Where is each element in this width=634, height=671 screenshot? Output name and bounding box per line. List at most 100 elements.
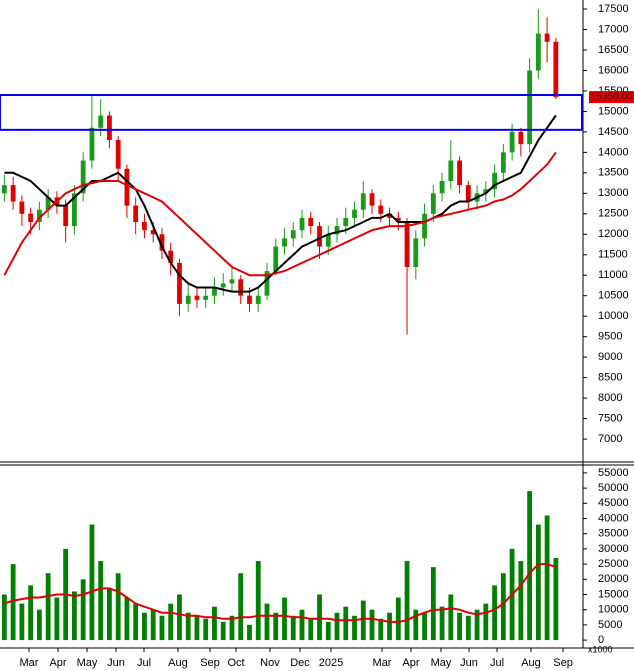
candle-body xyxy=(492,172,497,190)
candle-body xyxy=(395,217,401,222)
candle-body xyxy=(107,115,112,141)
volume-bar xyxy=(45,573,51,641)
candle-body xyxy=(45,197,51,210)
candle-body xyxy=(264,271,270,296)
candle-body xyxy=(352,209,357,218)
candle-body xyxy=(317,226,322,247)
y-tick-label: 35000 xyxy=(598,528,629,540)
y-tick-label: 15000 xyxy=(598,588,629,600)
last-price-badge xyxy=(589,91,634,104)
candle-body xyxy=(544,33,550,42)
y-tick-label: 13000 xyxy=(598,187,629,199)
candle-body xyxy=(133,205,139,222)
candle-body xyxy=(229,279,235,284)
volume-bar xyxy=(544,515,550,641)
y-tick-label: 7500 xyxy=(598,412,622,424)
volume-bar xyxy=(36,609,42,641)
candle-body xyxy=(378,205,384,214)
volume-bar xyxy=(28,585,34,641)
volume-bar xyxy=(369,609,375,641)
candle-body xyxy=(185,295,191,304)
volume-bar xyxy=(238,573,244,641)
candle-body xyxy=(28,213,34,222)
volume-bar xyxy=(500,573,506,641)
volume-bar xyxy=(352,615,357,641)
volume-bar xyxy=(54,597,60,641)
volume-bar xyxy=(19,603,25,641)
candle-body xyxy=(150,230,156,235)
candle-body xyxy=(238,279,244,296)
volume-bar xyxy=(282,597,287,641)
volume-bar xyxy=(203,618,209,641)
candle-body xyxy=(527,70,533,145)
y-tick-label: 0 xyxy=(598,634,604,646)
volume-bar xyxy=(448,594,454,641)
y-tick-label: 30000 xyxy=(598,543,629,555)
candle-body xyxy=(369,193,375,206)
volume-bar xyxy=(273,612,279,641)
candle-body xyxy=(1,185,7,194)
volume-bar xyxy=(535,524,541,641)
candle-body xyxy=(124,168,130,206)
moving-average-line xyxy=(3,151,557,277)
volume-bar xyxy=(247,624,252,641)
x-tick-label: Jul xyxy=(490,657,504,669)
volume-bar xyxy=(334,612,340,641)
x-tick-label: Dec xyxy=(290,657,310,669)
y-tick-label: 8000 xyxy=(598,392,622,404)
y-tick-label: 7000 xyxy=(598,433,622,445)
candle-body xyxy=(299,217,305,231)
y-tick-label: 12500 xyxy=(598,208,629,220)
candle-body xyxy=(89,127,95,161)
volume-bar xyxy=(220,621,226,641)
candle-body xyxy=(553,41,559,98)
volume-bar xyxy=(404,561,410,641)
candle-body xyxy=(509,131,515,153)
volume-bar xyxy=(553,558,559,641)
y-tick-label: 55000 xyxy=(598,467,629,479)
volume-bar xyxy=(80,579,86,641)
volume-bar xyxy=(465,615,471,641)
y-tick-label: 12000 xyxy=(598,228,629,240)
volume-bar xyxy=(177,594,182,641)
candle-body xyxy=(282,238,287,247)
volume-bar xyxy=(360,600,366,641)
candle-body xyxy=(500,152,506,173)
candle-body xyxy=(168,250,174,263)
volume-bar xyxy=(115,573,121,641)
x-tick-label: May xyxy=(77,657,98,669)
volume-bar xyxy=(168,603,174,641)
volume-bar xyxy=(194,615,200,641)
resistance-zone xyxy=(0,94,583,131)
y-tick-label: 11500 xyxy=(598,249,628,261)
candle-body xyxy=(63,205,69,227)
candle-body xyxy=(142,221,147,231)
y-tick-label: 11000 xyxy=(598,269,628,281)
y-tick-label: 16500 xyxy=(598,44,629,56)
candle-body xyxy=(212,287,217,296)
candle-body xyxy=(19,201,25,214)
volume-bar xyxy=(395,597,401,641)
volume-bar xyxy=(185,612,191,641)
candle-body xyxy=(194,295,200,300)
y-tick-label: 17000 xyxy=(598,23,629,35)
y-tick-label: 17500 xyxy=(598,3,629,15)
volume-bar xyxy=(325,621,331,641)
x-tick-label: Aug xyxy=(168,657,188,669)
volume-bar xyxy=(255,561,261,641)
volume-bar xyxy=(229,615,235,641)
volume-bar xyxy=(159,615,165,641)
candle-body xyxy=(325,234,331,247)
y-tick-label: 8500 xyxy=(598,372,622,384)
candle-body xyxy=(422,213,427,239)
y-tick-label: 16000 xyxy=(598,64,629,76)
candle-body xyxy=(360,193,366,210)
x-tick-label: Mar xyxy=(19,657,38,669)
volume-bar xyxy=(133,603,139,641)
candle-body xyxy=(177,262,182,304)
candle-body xyxy=(220,283,226,288)
candle-body xyxy=(159,234,165,251)
volume-bar xyxy=(299,609,305,641)
y-tick-label: 14000 xyxy=(598,146,629,158)
